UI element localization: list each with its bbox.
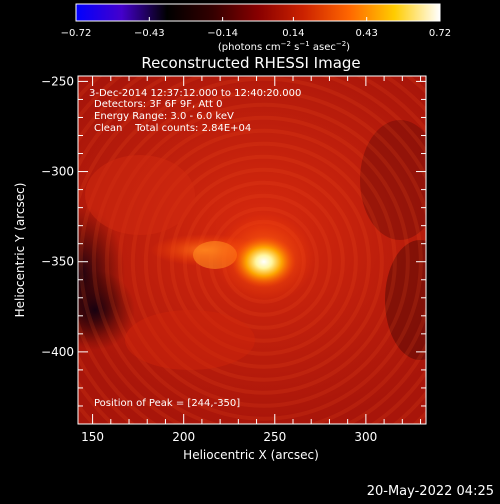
axis-ticks: 150 200 250 300 −250 −300 −350 −400: [41, 74, 426, 444]
heatmap-image: [78, 76, 426, 424]
x-tick-label: 150: [81, 430, 104, 444]
annotation-detectors: Detectors: 3F 6F 9F, Att 0: [94, 99, 223, 110]
peak-position-label: Position of Peak = [244,-350]: [94, 398, 241, 409]
annotation-time-range: 3-Dec-2014 12:37:12.000 to 12:40:20.000: [89, 88, 302, 99]
colorbar-ticks: −0.72 −0.43 −0.14 0.14 0.43 0.72: [61, 17, 451, 39]
chart-title: Reconstructed RHESSI Image: [141, 54, 360, 72]
colorbar-tick-label: 0.14: [282, 28, 304, 39]
colorbar-unit-label: (photons cm−2 s−1 asec−2): [218, 40, 350, 53]
y-tick-label: −350: [41, 255, 74, 269]
y-tick-label: −250: [41, 74, 74, 88]
colorbar-tick-label: −0.43: [134, 28, 165, 39]
y-tick-label: −300: [41, 165, 74, 179]
plot-frame: [77, 75, 427, 425]
colorbar: [75, 3, 441, 22]
x-tick-label: 250: [263, 430, 286, 444]
peak-source: [231, 235, 296, 288]
colorbar-tick-label: 0.43: [356, 28, 378, 39]
colorbar-tick-label: −0.72: [61, 28, 92, 39]
y-tick-label: −400: [41, 345, 74, 359]
annotation-energy-range: Energy Range: 3.0 - 6.0 keV: [94, 111, 234, 122]
annotation-total-counts: Clean Total counts: 2.84E+04: [94, 123, 252, 134]
x-tick-label: 200: [172, 430, 195, 444]
colorbar-tick-label: 0.72: [429, 28, 451, 39]
x-axis-label: Heliocentric X (arcsec): [183, 448, 319, 462]
colorbar-tick-label: −0.14: [207, 28, 238, 39]
footer-date: 20-May-2022 04:25: [367, 484, 494, 499]
y-axis-label: Heliocentric Y (arcsec): [13, 183, 27, 318]
x-tick-label: 300: [354, 430, 377, 444]
